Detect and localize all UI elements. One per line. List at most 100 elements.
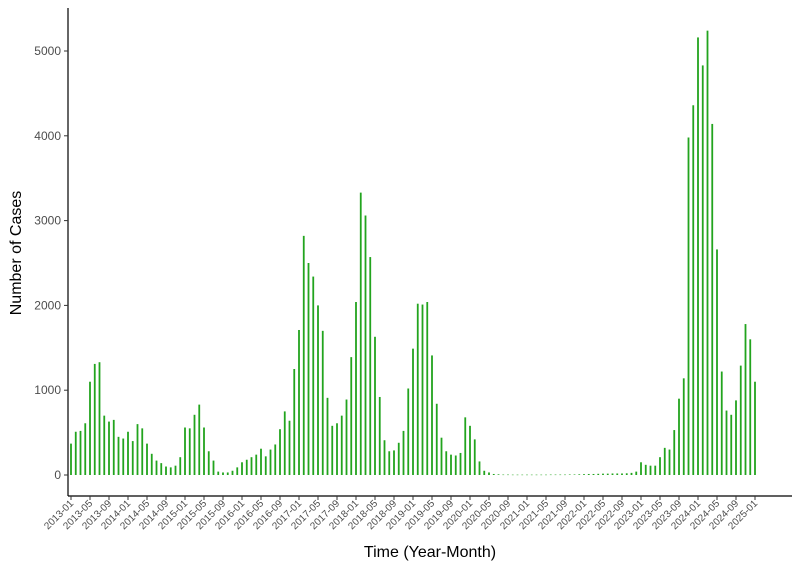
y-axis-title: Number of Cases bbox=[8, 191, 25, 316]
bar bbox=[193, 414, 196, 475]
bar bbox=[179, 457, 182, 475]
bar bbox=[616, 473, 619, 475]
bar bbox=[592, 473, 595, 475]
bar bbox=[706, 30, 709, 476]
bar bbox=[212, 460, 215, 475]
bar bbox=[502, 474, 505, 476]
bar bbox=[412, 348, 414, 475]
bar bbox=[383, 440, 386, 475]
bar bbox=[497, 474, 500, 475]
bar bbox=[697, 37, 699, 476]
bar bbox=[644, 464, 647, 475]
bar bbox=[127, 431, 129, 475]
y-tick-label: 5000 bbox=[34, 44, 61, 58]
bar bbox=[535, 474, 538, 476]
bar bbox=[725, 410, 728, 475]
bar bbox=[568, 474, 571, 475]
bar bbox=[602, 473, 604, 475]
bar bbox=[416, 303, 419, 475]
bar bbox=[293, 369, 296, 475]
bar bbox=[573, 474, 576, 475]
bar bbox=[739, 365, 742, 475]
bar bbox=[89, 381, 91, 475]
bar bbox=[331, 425, 334, 475]
bar bbox=[302, 235, 305, 475]
bar bbox=[321, 330, 324, 475]
bar bbox=[279, 429, 281, 475]
bar bbox=[440, 437, 443, 475]
bar bbox=[597, 473, 600, 475]
bar bbox=[559, 474, 562, 476]
bar bbox=[198, 404, 201, 475]
bar bbox=[250, 457, 253, 475]
bar bbox=[431, 355, 433, 475]
bar bbox=[583, 474, 585, 475]
bar bbox=[625, 473, 628, 475]
bar bbox=[521, 474, 524, 476]
bar bbox=[716, 249, 718, 475]
y-tick-label: 0 bbox=[54, 468, 61, 482]
bar bbox=[511, 474, 514, 476]
bar bbox=[355, 302, 357, 475]
bar bbox=[155, 460, 158, 475]
bar bbox=[492, 473, 495, 475]
bars-group bbox=[70, 30, 756, 476]
bar bbox=[136, 424, 139, 475]
bar bbox=[682, 378, 685, 475]
bar bbox=[203, 427, 205, 475]
bar bbox=[640, 462, 642, 475]
bar bbox=[692, 105, 695, 476]
bar bbox=[264, 456, 267, 475]
bar bbox=[744, 324, 747, 475]
bar bbox=[606, 473, 609, 475]
bar bbox=[207, 451, 210, 475]
bar bbox=[654, 465, 657, 475]
bar bbox=[687, 137, 690, 475]
bar bbox=[516, 474, 519, 476]
bar bbox=[131, 441, 134, 475]
bar bbox=[473, 439, 476, 475]
bar bbox=[369, 257, 372, 475]
bar bbox=[255, 454, 258, 475]
bar bbox=[378, 396, 381, 475]
bar bbox=[226, 472, 229, 475]
bar bbox=[184, 427, 186, 475]
bar bbox=[445, 451, 448, 475]
bar bbox=[340, 415, 343, 475]
bar bbox=[274, 444, 277, 475]
bar bbox=[730, 414, 733, 475]
bar bbox=[720, 371, 723, 475]
y-tick-label: 1000 bbox=[34, 383, 61, 397]
bar bbox=[217, 471, 220, 475]
bar bbox=[98, 362, 101, 475]
bar bbox=[146, 443, 148, 475]
bar bbox=[141, 428, 144, 475]
bar bbox=[564, 474, 566, 476]
bar bbox=[464, 417, 467, 475]
bar bbox=[701, 65, 704, 476]
y-tick-label: 2000 bbox=[34, 298, 61, 312]
bar bbox=[231, 470, 234, 475]
bar bbox=[435, 403, 438, 475]
bar bbox=[359, 192, 362, 475]
bar bbox=[488, 472, 490, 475]
bar bbox=[241, 462, 243, 475]
bar bbox=[326, 397, 329, 475]
bar bbox=[673, 430, 676, 475]
bar bbox=[587, 473, 590, 475]
bar bbox=[122, 438, 125, 475]
bar bbox=[165, 466, 167, 475]
bar bbox=[79, 430, 82, 475]
bar bbox=[317, 305, 319, 475]
bar bbox=[407, 388, 410, 475]
bar bbox=[150, 453, 153, 475]
bar bbox=[635, 471, 638, 475]
bar bbox=[749, 339, 752, 475]
bar bbox=[374, 336, 376, 475]
bar bbox=[350, 357, 353, 475]
bar bbox=[754, 381, 756, 475]
bar bbox=[70, 443, 72, 475]
bar bbox=[649, 465, 652, 475]
